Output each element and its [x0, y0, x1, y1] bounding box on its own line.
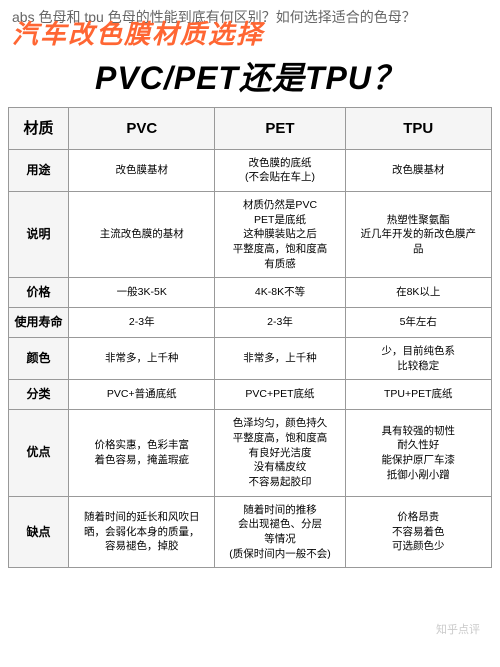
row-label: 说明 [9, 191, 69, 277]
row-label: 价格 [9, 278, 69, 308]
cell: 2-3年 [69, 308, 215, 338]
col-header-pet: PET [215, 107, 345, 149]
cell: 5年左右 [345, 308, 492, 338]
cell: TPU+PET底纸 [345, 380, 492, 410]
cell: 非常多，上千种 [69, 338, 215, 380]
cell: 价格昂贵 不容易着色 可选颜色少 [345, 496, 492, 568]
table-row: 说明 主流改色膜的基材 材质仍然是PVC PET是底纸 这种膜装贴之后 平整度高… [9, 191, 492, 277]
table-row: 价格 一般3K-5K 4K-8K不等 在8K以上 [9, 278, 492, 308]
col-header-pvc: PVC [69, 107, 215, 149]
sub-title: PVC/PET还是TPU？ [0, 53, 500, 99]
table-row: 颜色 非常多，上千种 非常多，上千种 少，目前纯色系 比较稳定 [9, 338, 492, 380]
main-title: 汽车改色膜材质选择 [0, 14, 500, 51]
table-row: 优点 价格实惠，色彩丰富 着色容易，掩盖瑕疵 色泽均匀，颜色持久 平整度高，饱和… [9, 410, 492, 496]
row-label: 优点 [9, 410, 69, 496]
cell: 价格实惠，色彩丰富 着色容易，掩盖瑕疵 [69, 410, 215, 496]
cell: 少，目前纯色系 比较稳定 [345, 338, 492, 380]
col-header-tpu: TPU [345, 107, 492, 149]
table-row: 用途 改色膜基材 改色膜的底纸 (不会贴在车上) 改色膜基材 [9, 149, 492, 191]
cell: 随着时间的延长和风吹日 晒，会弱化本身的质量， 容易褪色，掉胶 [69, 496, 215, 568]
row-label: 使用寿命 [9, 308, 69, 338]
cell: 具有较强的韧性 耐久性好 能保护原厂车漆 抵御小剐小蹭 [345, 410, 492, 496]
row-label: 缺点 [9, 496, 69, 568]
table-row: 缺点 随着时间的延长和风吹日 晒，会弱化本身的质量， 容易褪色，掉胶 随着时间的… [9, 496, 492, 568]
cell: 材质仍然是PVC PET是底纸 这种膜装贴之后 平整度高，饱和度高 有质感 [215, 191, 345, 277]
cell: 在8K以上 [345, 278, 492, 308]
cell: 4K-8K不等 [215, 278, 345, 308]
cell: 热塑性聚氨酯 近几年开发的新改色膜产 品 [345, 191, 492, 277]
watermark: 知乎点评 [436, 621, 480, 637]
cell: 一般3K-5K [69, 278, 215, 308]
corner-cell: 材质 [9, 107, 69, 149]
row-label: 颜色 [9, 338, 69, 380]
cell: 随着时间的推移 会出现褪色、分层 等情况 (质保时间内一般不会) [215, 496, 345, 568]
cell: PVC+普通底纸 [69, 380, 215, 410]
cell: 主流改色膜的基材 [69, 191, 215, 277]
table-row: 使用寿命 2-3年 2-3年 5年左右 [9, 308, 492, 338]
cell: 非常多，上千种 [215, 338, 345, 380]
row-label: 分类 [9, 380, 69, 410]
table-header-row: 材质 PVC PET TPU [9, 107, 492, 149]
row-label: 用途 [9, 149, 69, 191]
cell: 2-3年 [215, 308, 345, 338]
cell: 改色膜基材 [345, 149, 492, 191]
cell: 改色膜基材 [69, 149, 215, 191]
cell: 改色膜的底纸 (不会贴在车上) [215, 149, 345, 191]
table-body: 用途 改色膜基材 改色膜的底纸 (不会贴在车上) 改色膜基材 说明 主流改色膜的… [9, 149, 492, 568]
cell: 色泽均匀，颜色持久 平整度高，饱和度高 有良好光洁度 没有橘皮纹 不容易起胶印 [215, 410, 345, 496]
cell: PVC+PET底纸 [215, 380, 345, 410]
table-row: 分类 PVC+普通底纸 PVC+PET底纸 TPU+PET底纸 [9, 380, 492, 410]
comparison-table: 材质 PVC PET TPU 用途 改色膜基材 改色膜的底纸 (不会贴在车上) … [8, 107, 492, 569]
